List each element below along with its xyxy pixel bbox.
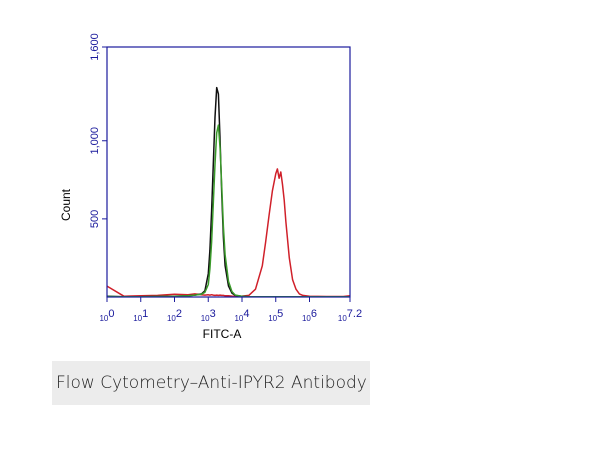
y-tick-label: 1,600 <box>89 33 101 61</box>
x-tick-exponent: 1 <box>142 308 148 320</box>
x-axis-label: FITC-A <box>203 327 242 341</box>
y-axis-label: Count <box>59 188 73 221</box>
x-tick-label: 103 <box>201 308 216 323</box>
x-tick-exponent: 5 <box>277 308 283 320</box>
caption: Flow Cytometry–Anti-IPYR2 Antibody <box>52 361 370 405</box>
plot-frame <box>106 46 351 298</box>
x-tick-base: 10 <box>268 314 277 323</box>
x-tick-base: 10 <box>302 314 311 323</box>
x-tick-exponent: 7.2 <box>347 308 362 320</box>
x-tick-label: 101 <box>133 308 148 323</box>
x-tick-base: 10 <box>234 314 243 323</box>
x-tick-label: 106 <box>302 308 317 323</box>
x-tick-label: 100 <box>99 308 114 323</box>
x-tick-base: 10 <box>133 314 142 323</box>
x-tick-label: 104 <box>234 308 249 323</box>
x-tick-exponent: 4 <box>243 308 249 320</box>
histogram-line <box>106 124 350 298</box>
x-tick-base: 10 <box>167 314 176 323</box>
x-tick-label: 105 <box>268 308 283 323</box>
x-tick-label: 102 <box>167 308 182 323</box>
x-tick-exponent: 2 <box>176 308 182 320</box>
x-tick-exponent: 3 <box>210 308 216 320</box>
x-tick-label: 107.2 <box>338 308 362 323</box>
x-tick-base: 10 <box>99 314 108 323</box>
x-tick-exponent: 6 <box>311 308 317 320</box>
x-tick-base: 10 <box>201 314 210 323</box>
y-tick-label: 1,000 <box>89 127 101 155</box>
y-tick-label: 500 <box>89 210 101 228</box>
histogram-line <box>106 86 350 298</box>
x-tick-exponent: 0 <box>108 308 114 320</box>
x-tick-base: 10 <box>338 314 347 323</box>
